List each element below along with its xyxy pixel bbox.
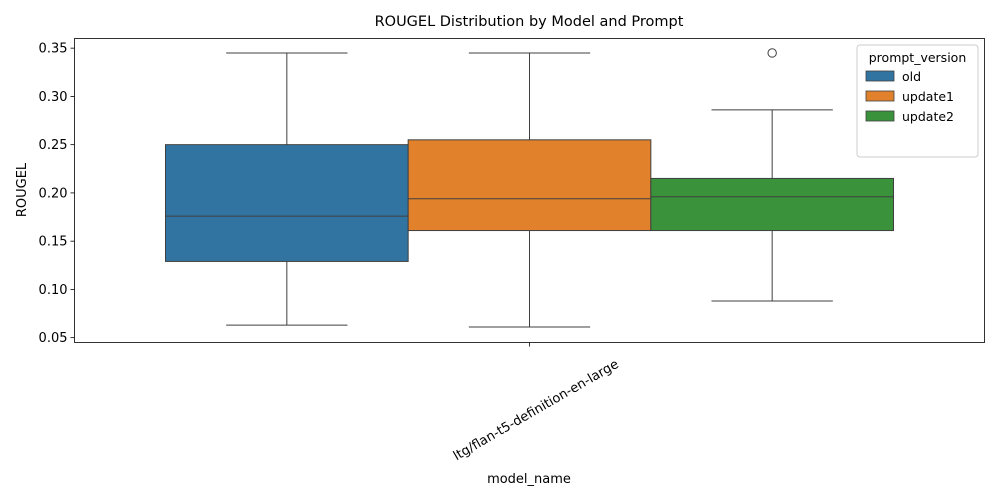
box-iqr xyxy=(407,139,652,232)
legend-label-old: old xyxy=(902,69,921,84)
box-update1 xyxy=(407,52,652,328)
y-tick-label: 0.05 xyxy=(39,331,68,346)
y-tick-label: 0.10 xyxy=(39,283,68,298)
x-tick-label: ltg/flan-t5-definition-en-large xyxy=(451,357,622,464)
legend-label-update1: update1 xyxy=(902,89,954,104)
x-axis: ltg/flan-t5-definition-en-large xyxy=(451,342,622,464)
y-axis-label: ROUGEL xyxy=(15,162,30,217)
y-tick-label: 0.20 xyxy=(39,186,68,201)
legend-swatch-update1 xyxy=(865,90,895,102)
box-old xyxy=(165,52,409,326)
outlier-point xyxy=(767,48,777,58)
box-update2 xyxy=(650,48,894,302)
x-axis-label: model_name xyxy=(487,472,571,487)
legend-swatch-old xyxy=(865,70,895,82)
y-tick-label: 0.25 xyxy=(39,138,68,153)
chart-title: ROUGEL Distribution by Model and Prompt xyxy=(375,14,684,30)
box-iqr xyxy=(650,177,894,232)
legend-title: prompt_version xyxy=(869,50,967,65)
legend-label-update2: update2 xyxy=(902,109,954,124)
y-tick-label: 0.15 xyxy=(39,235,68,250)
y-tick-label: 0.30 xyxy=(39,90,68,105)
y-tick-label: 0.35 xyxy=(39,42,68,57)
box-iqr xyxy=(165,144,409,262)
y-axis: 0.05 0.10 0.15 0.20 0.25 0.30 0.35 xyxy=(39,42,75,346)
legend-swatch-update2 xyxy=(865,110,895,122)
